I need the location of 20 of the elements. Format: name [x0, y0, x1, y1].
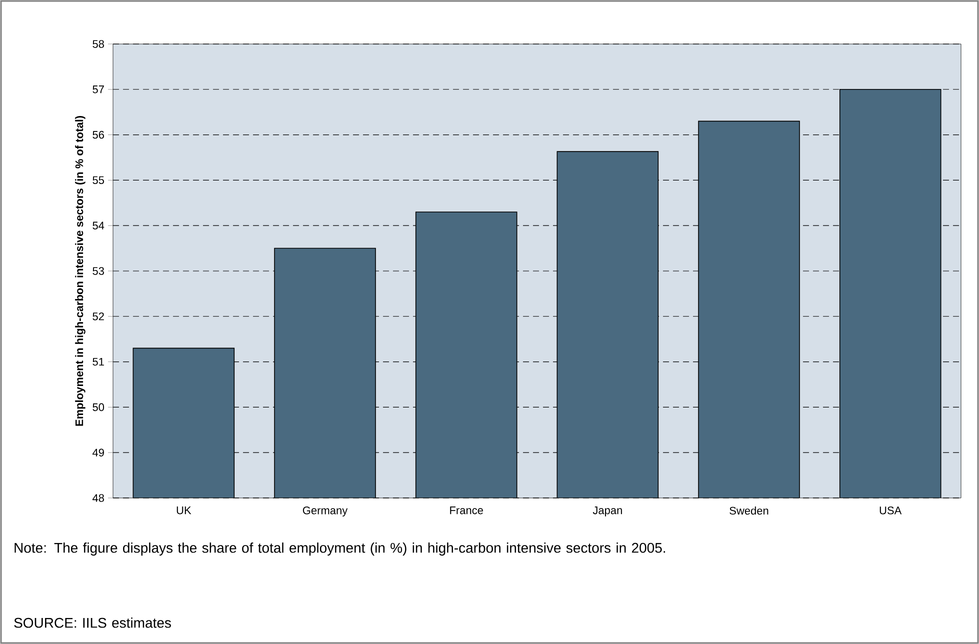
- y-tick-label: 49: [92, 448, 104, 456]
- y-tick-label: 56: [92, 130, 104, 139]
- x-tick-label: UK: [176, 506, 192, 514]
- y-tick-label: 57: [92, 86, 104, 94]
- source-note: SOURCE: IILS estimates: [14, 618, 171, 628]
- y-tick-label: 58: [92, 40, 104, 48]
- y-tick-label: 55: [92, 176, 104, 184]
- text: Note: The figure displays the share of total employment (in %) in high-carbon intensive sectors in 2005.: [14, 542, 666, 556]
- y-tick-label: 54: [92, 222, 104, 230]
- y-tick-label: 52: [92, 312, 104, 320]
- y-tick-label: 50: [92, 403, 104, 412]
- x-tick-label: Japan: [592, 506, 622, 516]
- y-tick-label: 51: [92, 358, 104, 366]
- y-tick-label: 48: [92, 494, 104, 502]
- x-tick-label: USA: [880, 506, 902, 514]
- x-tick-label: Germany: [302, 506, 348, 516]
- x-tick-label: France: [450, 506, 483, 514]
- x-tick-label: Sweden: [730, 506, 768, 515]
- y-axis-title: Employment in high-carbon intensive sectors (in % of total): [75, 116, 86, 426]
- y-tick-label: 53: [92, 267, 104, 275]
